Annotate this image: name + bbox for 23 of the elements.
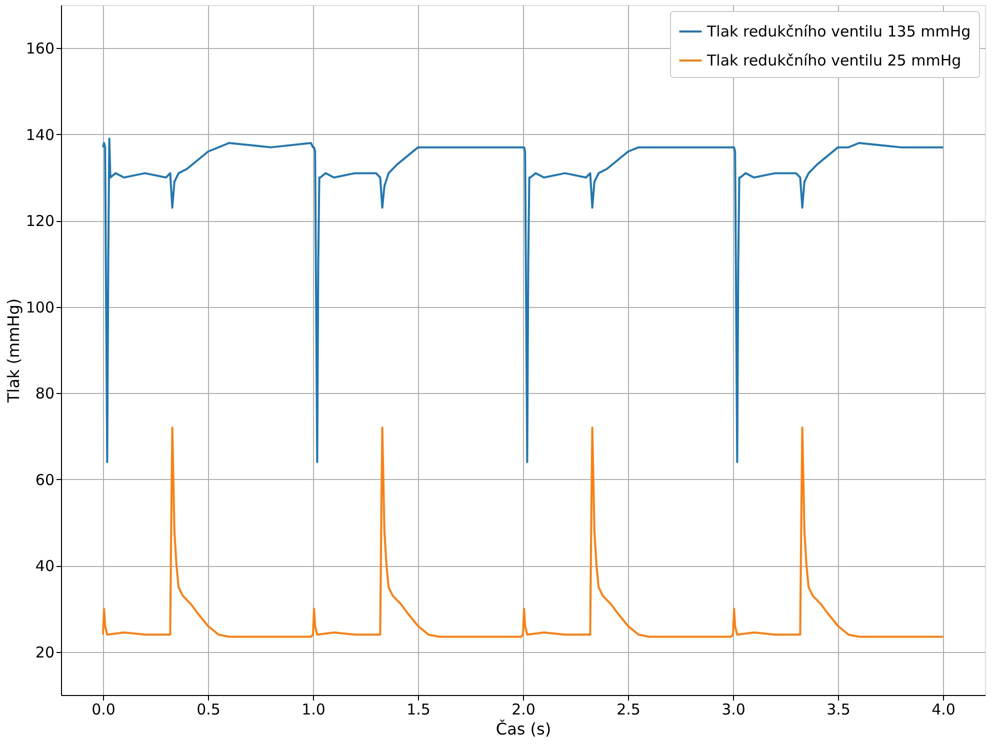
y-tick-label: 80: [35, 384, 54, 403]
y-tick-label: 100: [26, 298, 54, 316]
y-tick-label: 60: [35, 470, 54, 489]
y-tick-label: 40: [35, 557, 54, 576]
x-tick-label: 0.5: [196, 700, 220, 718]
x-tick-label: 2.0: [512, 700, 536, 718]
line-series: [102, 138, 944, 464]
y-axis-title: Tlak (mmHg): [4, 298, 23, 404]
x-tick-label: 1.0: [302, 700, 326, 718]
x-axis-title: Čas (s): [496, 720, 552, 738]
x-tick-label: 2.5: [616, 700, 640, 718]
y-tick-label: 20: [35, 643, 54, 662]
x-tick-label: 4.0: [932, 700, 956, 718]
x-tick-label: 3.5: [826, 700, 850, 718]
y-tick-label: 140: [26, 126, 54, 144]
x-tick-label: 1.5: [406, 700, 430, 718]
legend-label: Tlak redukčního ventilu 25 mmHg: [706, 52, 962, 70]
y-tick-label: 120: [26, 212, 54, 230]
legend-label: Tlak redukčního ventilu 135 mmHg: [706, 22, 971, 40]
x-tick-label: 0.0: [92, 700, 116, 718]
y-tick-label: 160: [26, 40, 54, 58]
line-series: [102, 426, 944, 638]
x-tick-label: 3.0: [722, 700, 746, 718]
